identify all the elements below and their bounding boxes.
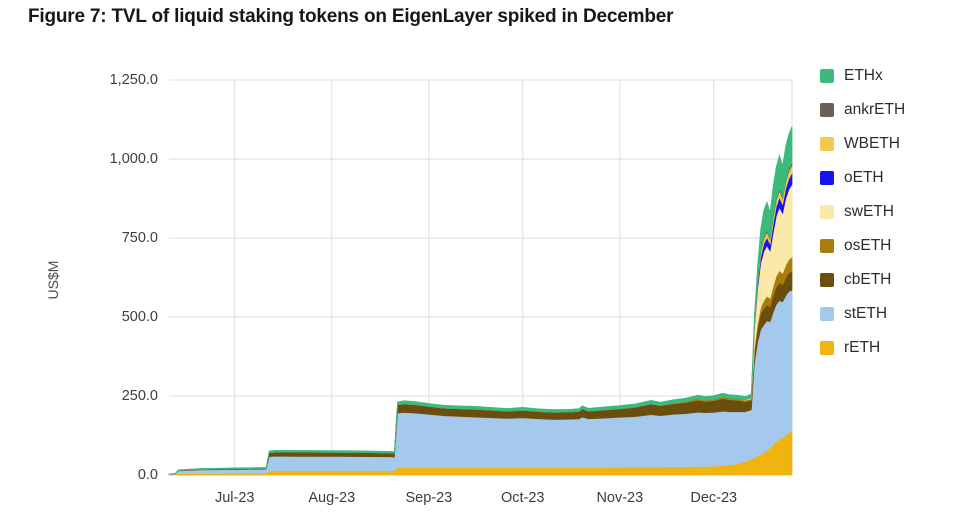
legend-swatch-icon [820, 307, 834, 321]
legend-swatch-icon [820, 273, 834, 287]
legend-label: swETH [844, 203, 894, 220]
legend-swatch-icon [820, 205, 834, 219]
legend-item-swETH: swETH [820, 203, 905, 220]
legend-label: oETH [844, 169, 884, 186]
y-tick-label: 1,250.0 [109, 71, 158, 88]
y-tick-label: 750.0 [121, 229, 158, 246]
area-series-stETH [168, 289, 793, 475]
legend-swatch-icon [820, 341, 834, 355]
legend-item-rETH: rETH [820, 339, 905, 356]
y-tick-label: 250.0 [121, 387, 158, 404]
y-axis-title: US$M [45, 260, 61, 300]
legend-swatch-icon [820, 137, 834, 151]
legend-item-WBETH: WBETH [820, 135, 905, 152]
x-tick-label: Nov-23 [596, 490, 644, 506]
y-tick-label: 500.0 [121, 308, 158, 325]
legend-label: rETH [844, 339, 881, 356]
x-tick-label: Jul-23 [214, 490, 255, 506]
x-tick-label: Oct-23 [500, 490, 545, 506]
x-tick-label: Aug-23 [308, 490, 356, 506]
y-tick-label: 1,000.0 [109, 150, 158, 167]
legend: ETHx ankrETH WBETH oETH swETH osETH cbETH stETH… [820, 67, 906, 375]
legend-label: osETH [844, 237, 892, 254]
x-tick-label: Dec-23 [690, 490, 738, 506]
legend-item-ankrETH: ankrETH [820, 101, 906, 118]
legend-swatch-icon [820, 69, 834, 83]
legend-swatch-icon [820, 171, 834, 185]
x-tick-label: Sep-23 [405, 490, 453, 506]
legend-label: ankrETH [844, 101, 906, 118]
area-series-ETHx [168, 126, 793, 475]
legend-swatch-icon [820, 103, 834, 117]
figure-title: Figure 7: TVL of liquid staking tokens o… [28, 6, 674, 27]
legend-label: ETHx [844, 67, 883, 84]
legend-item-osETH: osETH [820, 237, 905, 254]
legend-item-oETH: oETH [820, 169, 905, 186]
legend-item-stETH: stETH [820, 305, 905, 322]
y-tick-label: 0.0 [137, 466, 158, 483]
legend-label: WBETH [844, 135, 900, 152]
legend-item-ETHx: ETHx [820, 67, 905, 84]
legend-label: stETH [844, 305, 888, 322]
legend-label: cbETH [844, 271, 892, 288]
legend-item-cbETH: cbETH [820, 271, 905, 288]
legend-swatch-icon [820, 239, 834, 253]
